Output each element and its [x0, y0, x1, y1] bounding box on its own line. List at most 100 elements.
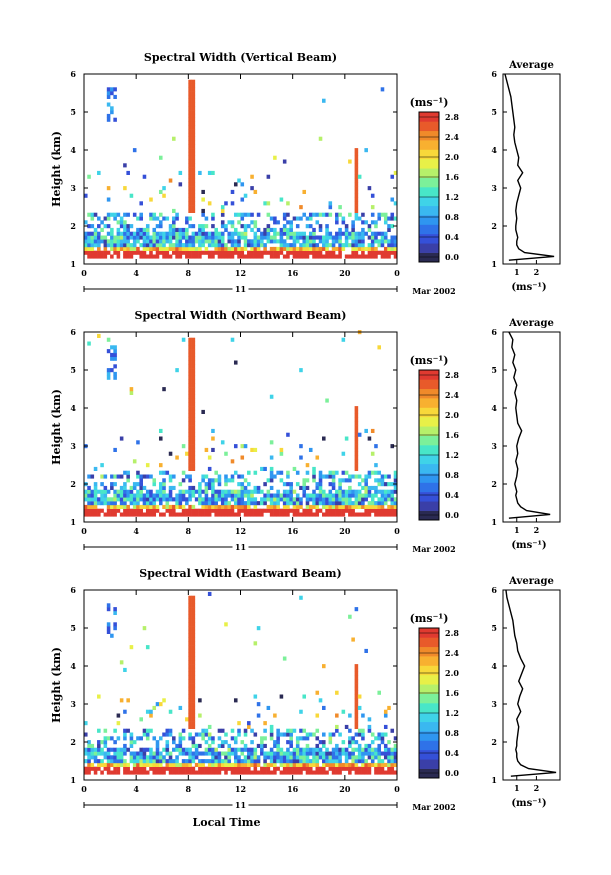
heatmap-cell: [103, 246, 108, 251]
heatmap-cell: [158, 755, 163, 760]
heatmap-cell: [282, 254, 287, 259]
heatmap-cell: [276, 246, 280, 251]
heatmap-cell: [113, 243, 117, 248]
heatmap-cell: [139, 485, 143, 490]
heatmap-cell: [331, 246, 336, 251]
heatmap-cell: [354, 151, 359, 156]
heatmap-cell: [256, 239, 261, 244]
heatmap-cell: [390, 728, 395, 733]
heatmap-cell: [145, 755, 150, 760]
heatmap-cell: [142, 626, 147, 631]
heatmap-cell: [387, 216, 391, 221]
heatmap-cell: [253, 239, 258, 244]
heatmap-cell: [318, 501, 323, 506]
heatmap-cell: [250, 740, 254, 745]
heatmap-cell: [367, 751, 372, 756]
heatmap-cell: [116, 231, 121, 236]
colorbar-segment: [419, 379, 439, 390]
heatmap-cell: [158, 243, 163, 248]
heatmap-cell: [322, 504, 326, 509]
heatmap-cell: [279, 197, 284, 202]
heatmap-cell: [260, 235, 264, 240]
heatmap-cell: [282, 656, 287, 661]
heatmap-cell: [292, 243, 297, 248]
heatmap-cell: [185, 759, 189, 764]
heatmap-cell: [305, 508, 310, 513]
heatmap-cell: [279, 246, 284, 251]
heatmap-cell: [191, 402, 196, 407]
heatmap-cell: [188, 489, 192, 494]
heatmap-cell: [348, 243, 352, 248]
heatmap-cell: [302, 254, 307, 259]
heatmap-cell: [315, 690, 320, 695]
heatmap-cell: [110, 254, 114, 259]
heatmap-cell: [331, 770, 336, 775]
heatmap-cell: [224, 770, 228, 775]
heatmap-cell: [361, 235, 365, 240]
heatmap-cell: [175, 497, 179, 502]
heatmap-cell: [129, 224, 134, 229]
heatmap-cell: [348, 740, 352, 745]
heatmap-cell: [188, 337, 192, 342]
heatmap-cell: [315, 759, 320, 764]
heatmap-cell: [103, 743, 108, 748]
heatmap-cell: [93, 243, 98, 248]
heatmap-cell: [266, 224, 271, 229]
heatmap-cell: [191, 178, 196, 183]
heatmap-cell: [318, 254, 323, 259]
heatmap-cell: [129, 231, 134, 236]
heatmap-cell: [158, 497, 163, 502]
heatmap-cell: [393, 751, 398, 756]
heatmap-cell: [243, 766, 248, 771]
heatmap-cell: [132, 501, 137, 506]
heatmap-cell: [191, 755, 196, 760]
date-label: 11: [235, 542, 246, 552]
heatmap-cell: [361, 239, 365, 244]
heatmap-cell: [123, 186, 127, 191]
heatmap-cell: [374, 489, 378, 494]
heatmap-cell: [139, 508, 143, 513]
heatmap-cell: [110, 246, 114, 251]
heatmap-cell: [344, 751, 349, 756]
heatmap-cell: [106, 747, 111, 752]
heatmap-cell: [312, 254, 316, 259]
colorbar-tick-label: 1.2: [445, 708, 459, 718]
average-y-tick-label: 4: [491, 661, 497, 671]
heatmap-cell: [158, 759, 163, 764]
heatmap-cell: [318, 698, 323, 703]
heatmap-cell: [126, 747, 130, 752]
heatmap-cell: [214, 250, 218, 255]
heatmap-cell: [383, 751, 388, 756]
heatmap-cell: [198, 482, 202, 487]
heatmap-cell: [113, 474, 117, 479]
heatmap-cell: [172, 231, 176, 236]
heatmap-cell: [328, 201, 333, 206]
heatmap-cell: [84, 493, 88, 498]
heatmap-cell: [295, 504, 300, 509]
heatmap-cell: [361, 246, 365, 251]
heatmap-cell: [380, 235, 385, 240]
heatmap-cell: [149, 762, 153, 767]
heatmap-cell: [357, 497, 362, 502]
heatmap-cell: [374, 504, 378, 509]
heatmap-cell: [328, 254, 333, 259]
heatmap-cell: [230, 504, 235, 509]
heatmap-cell: [162, 512, 166, 517]
heatmap-cell: [139, 254, 143, 259]
heatmap-cell: [312, 466, 316, 471]
colorbar-segment: [419, 177, 439, 188]
heatmap-cell: [237, 721, 241, 726]
heatmap-cell: [263, 743, 267, 748]
heatmap-cell: [331, 501, 336, 506]
heatmap-cell: [335, 497, 339, 502]
heatmap-cell: [168, 227, 173, 232]
heatmap-cell: [188, 690, 192, 695]
heatmap-cell: [230, 459, 235, 464]
heatmap-cell: [188, 193, 192, 198]
heatmap-cell: [315, 220, 320, 225]
heatmap-cell: [158, 762, 163, 767]
heatmap-cell: [185, 474, 189, 479]
heatmap-cell: [354, 243, 359, 248]
heatmap-cell: [110, 239, 114, 244]
heatmap-cell: [344, 504, 349, 509]
